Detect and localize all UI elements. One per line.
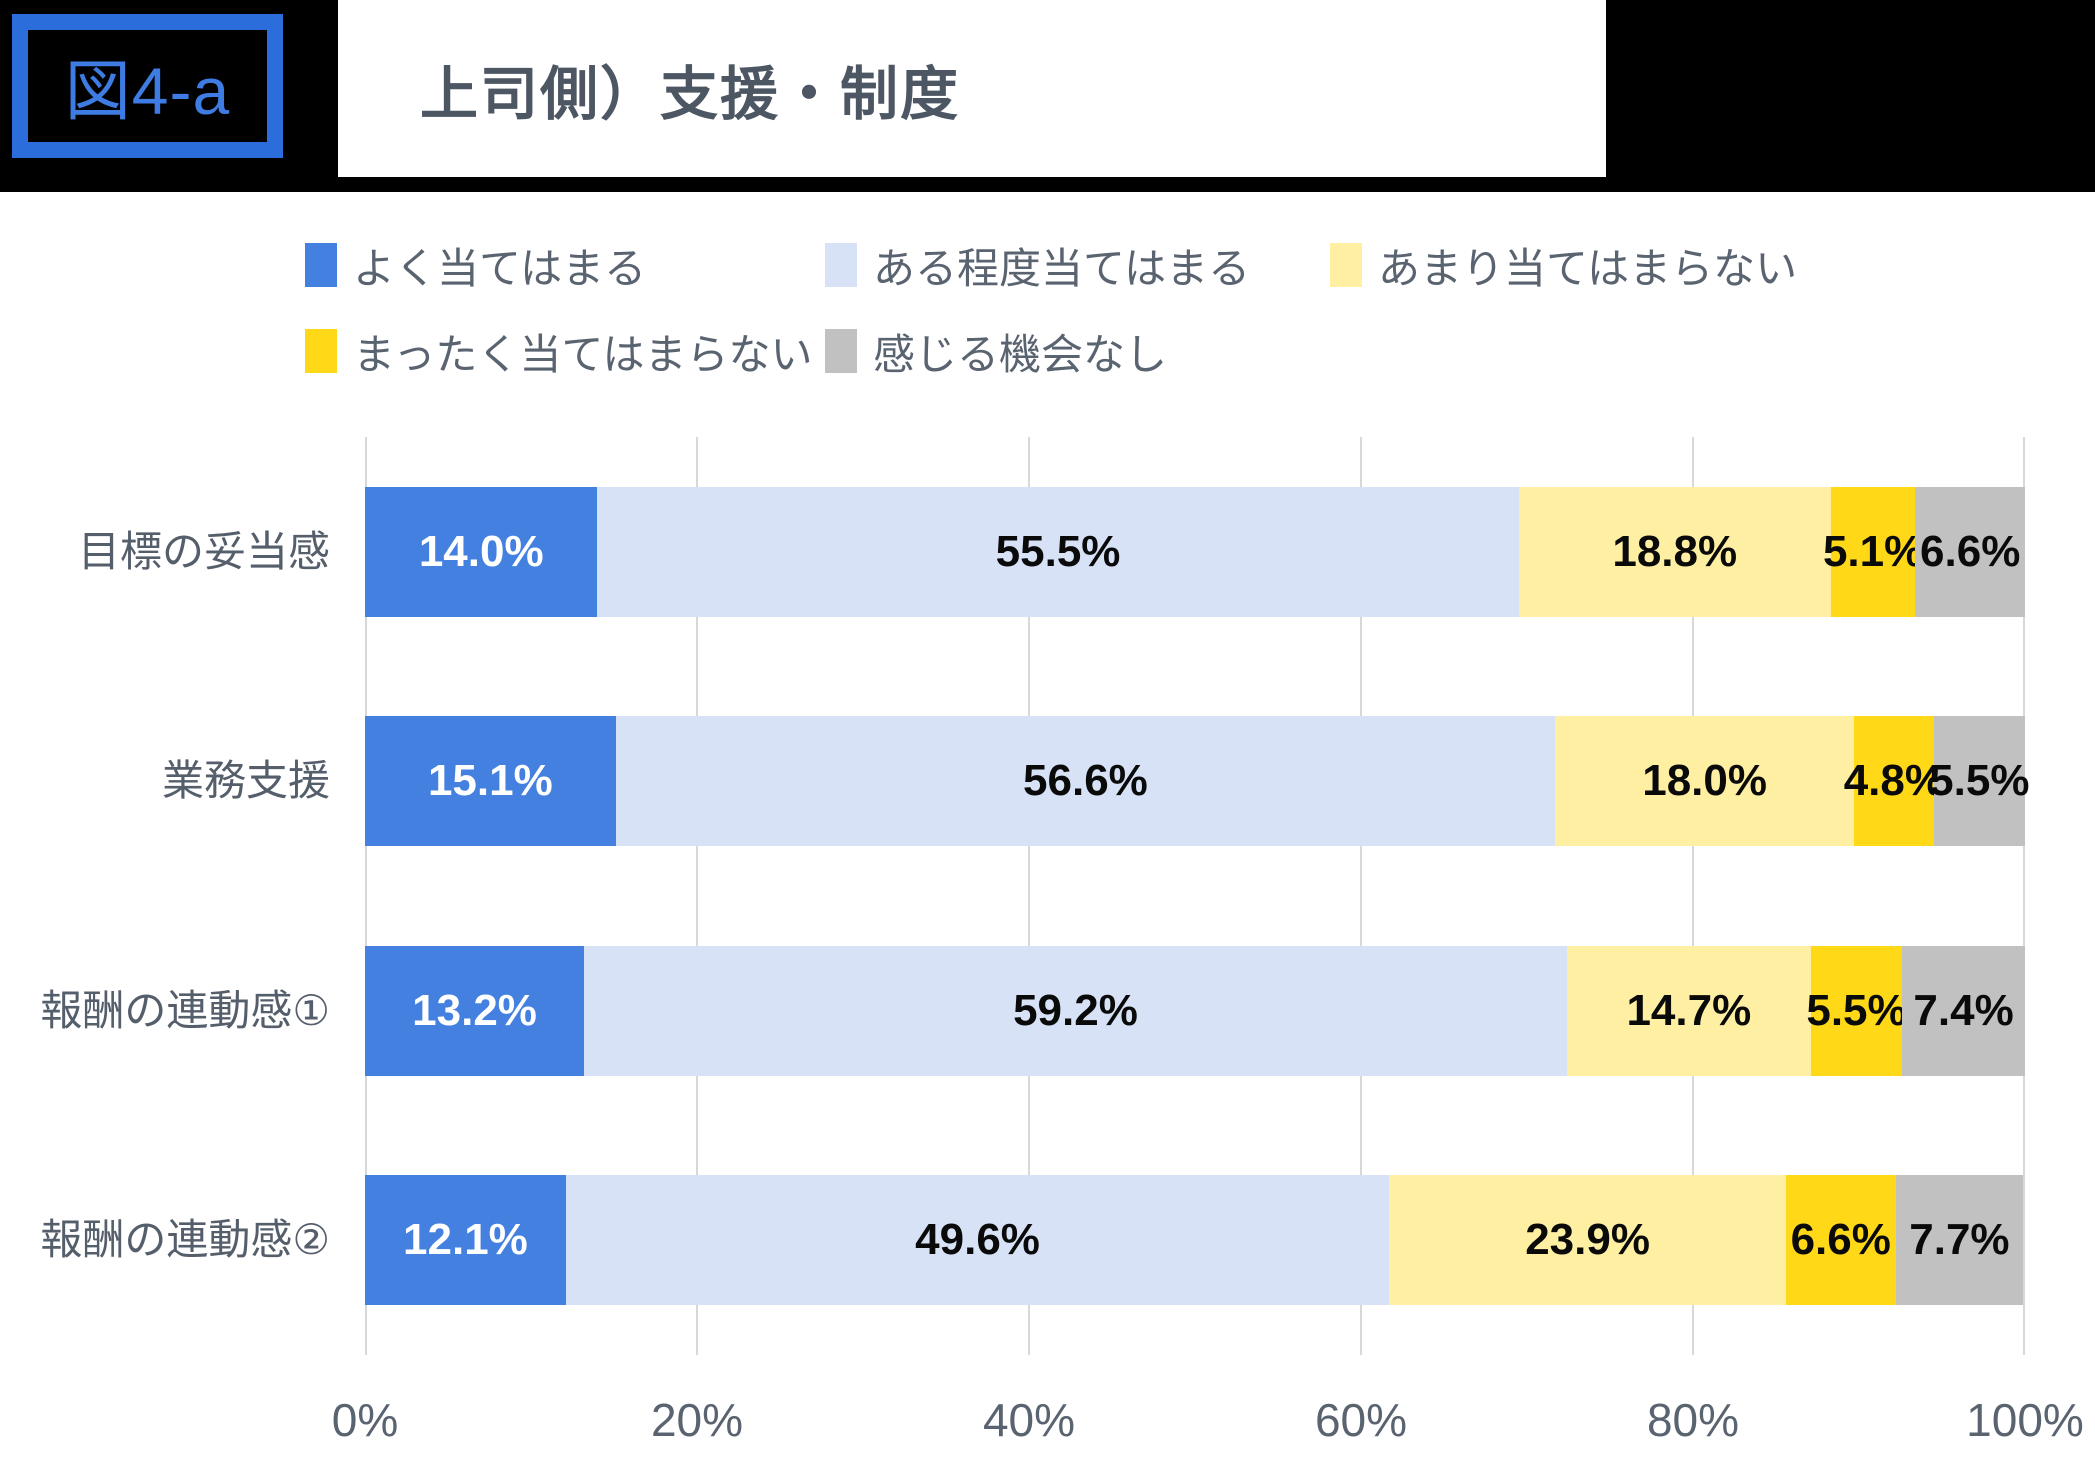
bar-segment: 6.6% [1785, 1175, 1896, 1305]
bar-segment: 14.0% [365, 487, 598, 617]
bar-segment: 12.1% [365, 1175, 566, 1305]
legend-label: よく当てはまる [353, 244, 647, 292]
figure-badge-label: 図4-a [64, 54, 231, 128]
bar-segment: 14.7% [1566, 946, 1811, 1076]
bar-value-label: 6.6% [1790, 1215, 1891, 1264]
chart-legend: よく当てはまる ある程度当てはまる あまり当てはまらない まったく当てはまらない… [305, 222, 1970, 394]
x-tick-label: 100% [1966, 1394, 2084, 1446]
legend-swatch-icon [825, 243, 857, 287]
bar-segment: 18.0% [1555, 716, 1854, 846]
legend-label: まったく当てはまらない [353, 330, 813, 378]
bar-value-label: 14.7% [1626, 986, 1752, 1035]
bar-value-label: 55.5% [995, 527, 1121, 576]
x-tick-label: 80% [1646, 1394, 1740, 1446]
legend-label: あまり当てはまらない [1378, 244, 1798, 292]
bar-segment: 15.1% [365, 716, 616, 846]
gridline [696, 437, 698, 1355]
bar-value-label: 4.8% [1843, 756, 1944, 805]
bar-segment: 49.6% [565, 1175, 1390, 1305]
bar-row: 12.1% 49.6% 23.9% 6.6% 7.7% [365, 1175, 2025, 1305]
gridline [1028, 437, 1030, 1355]
bar-value-label: 56.6% [1023, 756, 1148, 805]
x-tick-label: 0% [331, 1394, 399, 1446]
category-label: 目標の妥当感 [77, 528, 330, 575]
category-label: 業務支援 [161, 757, 330, 804]
bar-segment: 4.8% [1844, 716, 1944, 846]
x-axis: 0% 20% 40% 60% 80% 100% [0, 1393, 2095, 1453]
x-tick-label: 20% [650, 1394, 744, 1446]
bar-value-label: 13.2% [412, 986, 537, 1035]
bar-segment: 13.2% [365, 946, 585, 1076]
category-label: 報酬の連動感② [40, 1216, 330, 1263]
legend-item-0: よく当てはまる [305, 222, 825, 308]
gridline [2023, 437, 2025, 1355]
bar-value-label: 59.2% [1013, 986, 1138, 1035]
bar-value-label: 5.1% [1822, 527, 1924, 576]
bar-segment: 23.9% [1389, 1175, 1786, 1305]
figure-badge: 図4-a [12, 14, 283, 158]
title-box: 上司側）支援・制度 [338, 0, 1606, 177]
legend-item-2: あまり当てはまらない [1330, 222, 1970, 308]
legend-swatch-icon [825, 329, 857, 373]
bar-value-label: 49.6% [915, 1215, 1040, 1264]
x-tick-label: 60% [1314, 1394, 1408, 1446]
gridline [1692, 437, 1694, 1355]
bar-segment: 5.1% [1823, 487, 1923, 617]
bar-segment: 18.8% [1518, 487, 1831, 617]
gridline [365, 437, 367, 1355]
bar-row: 15.1% 56.6% 18.0% 4.8% 5.5% [365, 716, 2029, 846]
gridline [1360, 437, 1362, 1355]
legend-label: ある程度当てはまる [873, 244, 1251, 292]
legend-label: 感じる機会なし [873, 330, 1168, 378]
legend-swatch-icon [305, 329, 337, 373]
bar-value-label: 15.1% [427, 756, 553, 805]
bar-segment: 5.5% [1929, 716, 2029, 846]
bar-value-label: 5.5% [1806, 986, 1907, 1035]
category-label: 報酬の連動感① [40, 987, 330, 1034]
bar-segment: 6.6% [1915, 487, 2025, 617]
bar-segment: 56.6% [615, 716, 1556, 846]
bar-row: 14.0% 55.5% 18.8% 5.1% 6.6% [365, 487, 2025, 617]
bar-value-label: 14.0% [418, 527, 544, 576]
legend-item-3: まったく当てはまらない [305, 308, 825, 394]
legend-item-4: 感じる機会なし [825, 308, 1330, 394]
bar-value-label: 18.8% [1612, 527, 1738, 576]
bar-value-label: 18.0% [1642, 756, 1767, 805]
x-tick-label: 40% [982, 1394, 1076, 1446]
plot-area: 14.0% 55.5% 18.8% 5.1% 6.6% 15.1% [365, 437, 2029, 1355]
bar-value-label: 7.7% [1909, 1215, 2010, 1264]
bar-value-label: 7.4% [1913, 986, 2014, 1035]
header-banner: 図4-a 上司側）支援・制度 [0, 0, 2095, 192]
legend-swatch-icon [305, 243, 337, 287]
bar-segment: 7.4% [1902, 946, 2025, 1076]
bar-value-label: 5.5% [1929, 756, 2030, 805]
bar-segment: 55.5% [597, 487, 1519, 617]
bar-segment: 5.5% [1806, 946, 1907, 1076]
bar-value-label: 6.6% [1920, 527, 2021, 576]
bar-segment: 59.2% [584, 946, 1567, 1076]
bar-segment: 7.7% [1895, 1175, 2024, 1305]
legend-item-1: ある程度当てはまる [825, 222, 1330, 308]
bar-row: 13.2% 59.2% 14.7% 5.5% 7.4% [365, 946, 2025, 1076]
legend-swatch-icon [1330, 243, 1362, 287]
bar-value-label: 23.9% [1525, 1215, 1650, 1264]
page-title: 上司側）支援・制度 [420, 61, 961, 127]
bar-value-label: 12.1% [403, 1215, 528, 1264]
